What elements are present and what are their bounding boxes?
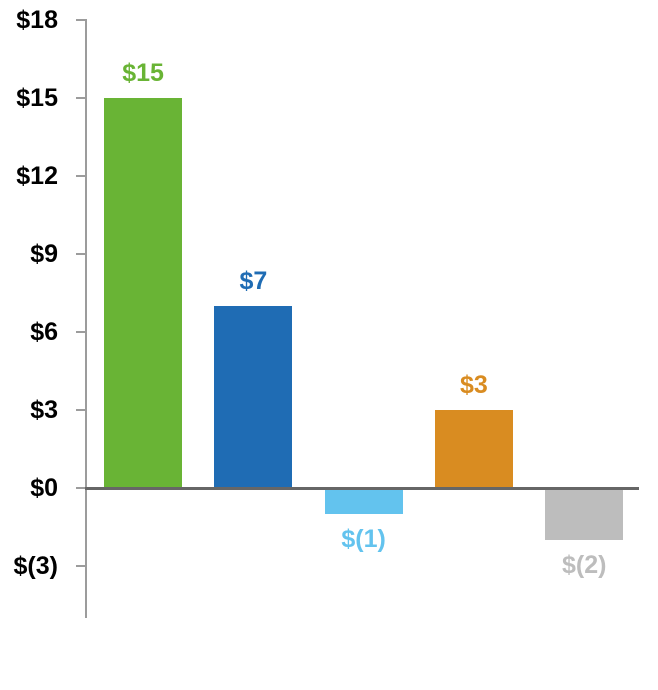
y-tick-mark [75, 565, 87, 568]
bar-value-label-3: $(1) [341, 525, 386, 554]
bar-4 [434, 410, 513, 489]
bar-2 [214, 306, 293, 489]
y-tick-label: $0 [30, 474, 58, 503]
y-axis-line [85, 19, 87, 618]
y-tick-label: $18 [16, 5, 58, 34]
y-tick-label: $6 [30, 318, 58, 347]
y-tick-label: $15 [16, 83, 58, 112]
y-tick-mark [75, 253, 87, 256]
y-tick-label: $(3) [13, 552, 58, 581]
y-tick-mark [75, 409, 87, 412]
y-tick-label: $3 [30, 396, 58, 425]
bar-1 [104, 97, 183, 489]
zero-baseline [85, 487, 639, 490]
bar-value-label-4: $3 [460, 371, 488, 400]
y-tick-mark [75, 96, 87, 99]
bar-3 [324, 488, 403, 515]
bar-5 [545, 488, 624, 541]
y-tick-mark [75, 487, 87, 490]
bar-value-label-1: $15 [122, 58, 164, 87]
y-tick-label: $9 [30, 240, 58, 269]
bar-value-label-2: $7 [239, 267, 268, 296]
y-tick-label: $12 [16, 161, 58, 190]
y-tick-mark [75, 174, 87, 177]
y-tick-mark [75, 331, 87, 334]
y-tick-mark [75, 18, 87, 21]
bar-value-label-5: $(2) [562, 551, 607, 580]
